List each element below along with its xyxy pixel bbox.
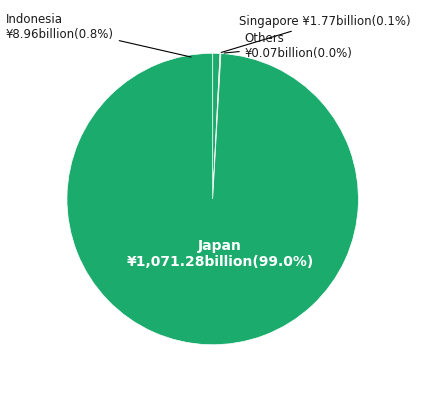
Wedge shape [213, 53, 221, 199]
Wedge shape [67, 53, 358, 345]
Text: Indonesia
¥8.96billion(0.8%): Indonesia ¥8.96billion(0.8%) [6, 13, 191, 57]
Text: Singapore ¥1.77billion(0.1%): Singapore ¥1.77billion(0.1%) [221, 15, 411, 53]
Wedge shape [213, 53, 221, 199]
Text: Others
¥0.07billion(0.0%): Others ¥0.07billion(0.0%) [224, 32, 352, 60]
Text: Japan
¥1,071.28billion(99.0%): Japan ¥1,071.28billion(99.0%) [126, 239, 314, 269]
Wedge shape [213, 53, 220, 199]
